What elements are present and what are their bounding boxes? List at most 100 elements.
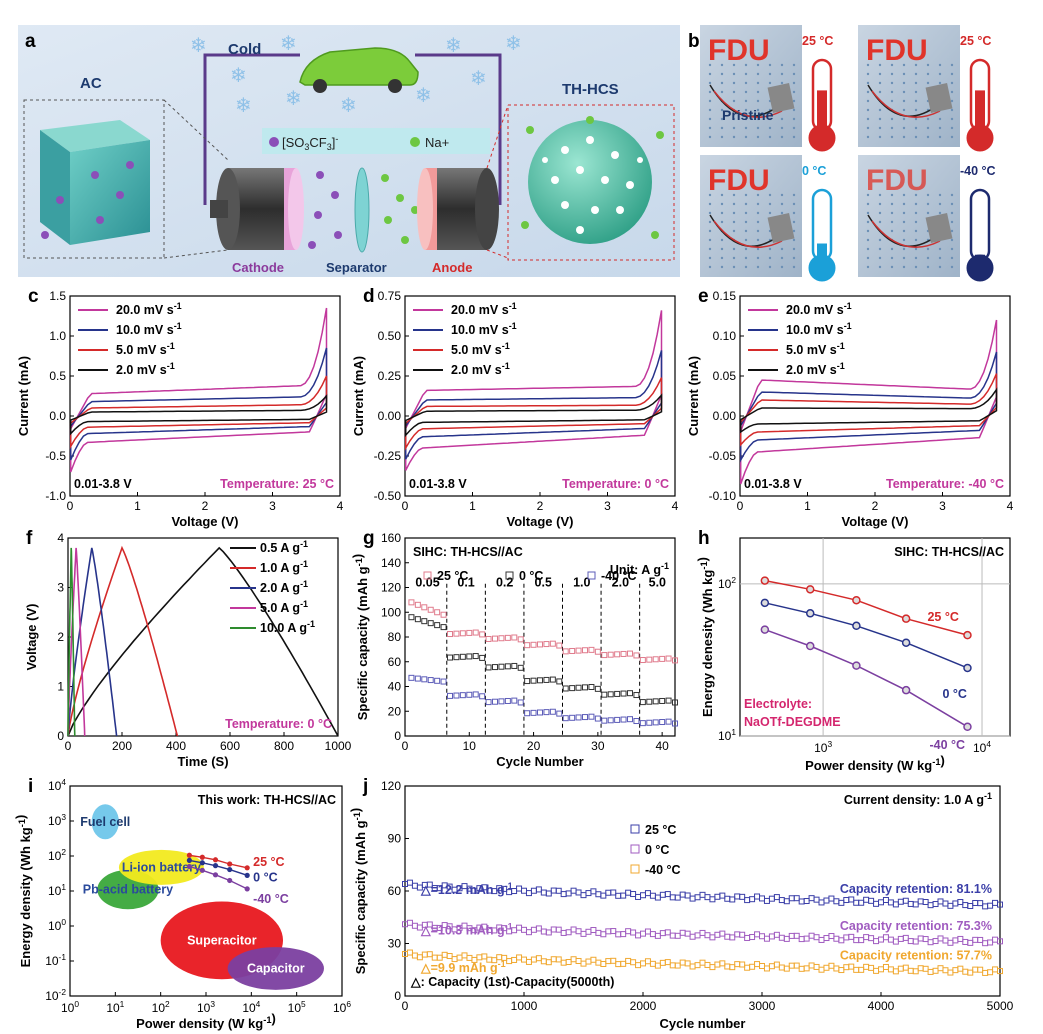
anion-label: [SO3CF3]- — [282, 134, 338, 152]
x-tick-label: 3 — [939, 499, 946, 513]
cycle-point — [788, 932, 795, 939]
breadboard-hole — [708, 135, 712, 139]
breadboard-hole — [902, 247, 906, 251]
breadboard-hole — [926, 202, 930, 206]
cycle-point — [838, 937, 845, 944]
cycle-point — [560, 929, 567, 936]
rate-point — [440, 611, 447, 618]
y-tick-label: -0.5 — [45, 449, 66, 463]
cycle-point — [962, 902, 969, 909]
cycle-point — [922, 936, 929, 943]
breadboard-hole — [878, 117, 882, 121]
x-tick-label: 0 — [402, 499, 409, 513]
breadboard-hole — [902, 126, 906, 130]
breadboard-hole — [890, 211, 894, 215]
rate-point — [447, 692, 453, 699]
cycle-point — [605, 958, 612, 965]
cycle-point — [744, 897, 751, 904]
breadboard-hole — [780, 247, 784, 251]
legend-label: 5.0 mV s-1 — [116, 341, 175, 357]
rate-point — [588, 683, 595, 690]
rate-point — [504, 634, 511, 641]
y-tick-label: 0.15 — [713, 289, 737, 303]
breadboard-hole — [720, 72, 724, 76]
x-tick-label: 20 — [527, 739, 541, 753]
y-tick-label: -1.0 — [45, 489, 66, 503]
rate-point — [588, 713, 595, 720]
rate-label: 0.2 — [496, 575, 513, 589]
rate-point — [530, 677, 537, 684]
cycle-point — [669, 894, 676, 901]
breadboard-hole — [866, 265, 870, 269]
breadboard-hole — [938, 193, 942, 197]
x-tick-label: 0 — [402, 739, 409, 753]
ragone-point — [901, 614, 911, 623]
breadboard-hole — [768, 211, 772, 215]
y-tick-label: 104 — [48, 777, 66, 793]
x-tick-label: 200 — [112, 739, 132, 753]
cycle-point — [535, 886, 542, 893]
rate-point — [614, 716, 621, 723]
breadboard-hole — [780, 126, 784, 130]
cycle-point — [521, 926, 527, 933]
breadboard-hole — [902, 81, 906, 85]
cycle-point — [932, 901, 939, 908]
breadboard-hole — [950, 211, 954, 215]
y-tick-label: 10-2 — [45, 987, 66, 1003]
rate-point — [453, 630, 460, 637]
y-tick-label: 101 — [48, 882, 66, 898]
thermometer-level — [975, 254, 985, 264]
breadboard-hole — [890, 220, 894, 224]
breadboard-hole — [938, 135, 942, 139]
breadboard-hole — [756, 90, 760, 94]
breadboard-hole — [890, 135, 894, 139]
breadboard-hole — [866, 211, 870, 215]
svg-text:❄: ❄ — [340, 93, 357, 117]
rate-point — [601, 717, 608, 724]
cycle-point — [679, 929, 686, 936]
rate-point — [524, 710, 531, 717]
x-tick-label: 3000 — [749, 999, 776, 1013]
cycle-point — [892, 938, 899, 945]
breadboard-hole — [780, 63, 784, 67]
cycle-point — [699, 959, 706, 966]
cycle-point — [734, 931, 741, 938]
cycle-point — [783, 965, 790, 972]
rate-point — [434, 609, 441, 616]
breadboard-hole — [708, 256, 712, 260]
ragone-point — [760, 576, 770, 585]
breadboard-hole — [708, 247, 712, 251]
rate-point — [479, 693, 486, 700]
cycle-point — [793, 895, 800, 902]
breadboard-hole — [926, 63, 930, 67]
rate-point — [466, 653, 473, 660]
ragone-point — [227, 877, 233, 884]
cycle-point — [843, 934, 850, 941]
breadboard-hole — [732, 81, 736, 85]
separator-membrane — [354, 167, 370, 253]
x-axis-title: Voltage (V) — [507, 514, 574, 529]
rate-point — [498, 635, 505, 642]
cycle-point — [967, 903, 974, 910]
legend-label: 5.0 mV s-1 — [786, 341, 845, 357]
cycle-point — [560, 891, 567, 898]
y-tick-label: 0.05 — [713, 369, 737, 383]
y-tick-label: 1 — [57, 680, 64, 694]
cycle-point — [952, 900, 959, 907]
x-tick-label: 101 — [106, 999, 124, 1015]
cycle-point — [580, 930, 587, 937]
rate-point — [421, 618, 428, 625]
cycle-point — [878, 899, 884, 906]
cycle-point — [823, 897, 830, 904]
ragone-point — [963, 722, 972, 732]
ragone-point — [963, 663, 972, 673]
cycle-point — [481, 884, 488, 891]
cycle-point — [694, 932, 701, 939]
breadboard-hole — [708, 202, 712, 206]
cycle-point — [550, 887, 557, 894]
rate-point — [639, 657, 646, 664]
legend-marker — [423, 571, 432, 580]
y-tick-label: 0.10 — [713, 329, 737, 343]
y-axis-title: Current (mA) — [351, 356, 366, 436]
svg-text:❄: ❄ — [415, 83, 432, 107]
